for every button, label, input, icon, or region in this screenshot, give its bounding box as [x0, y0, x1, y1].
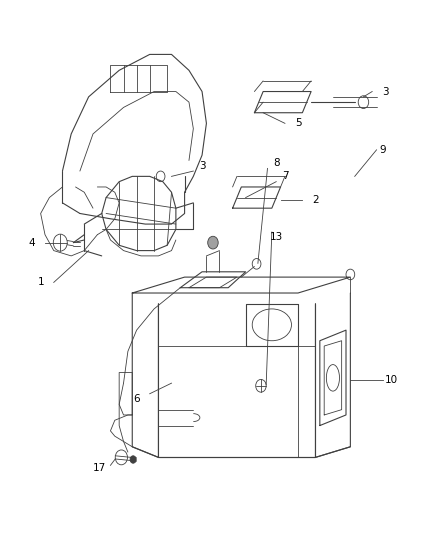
Text: 6: 6 — [133, 394, 140, 404]
Text: 9: 9 — [379, 145, 385, 155]
Text: 3: 3 — [381, 86, 388, 96]
Circle shape — [130, 456, 136, 463]
Text: 2: 2 — [311, 195, 318, 205]
Text: 8: 8 — [272, 158, 279, 168]
Text: 4: 4 — [28, 238, 35, 248]
Circle shape — [207, 236, 218, 249]
Text: 3: 3 — [198, 161, 205, 171]
Text: 13: 13 — [269, 232, 282, 243]
Text: 10: 10 — [385, 375, 397, 385]
Text: 7: 7 — [281, 172, 288, 181]
Text: 17: 17 — [93, 463, 106, 473]
Text: 1: 1 — [37, 277, 44, 287]
Text: 5: 5 — [294, 118, 300, 128]
